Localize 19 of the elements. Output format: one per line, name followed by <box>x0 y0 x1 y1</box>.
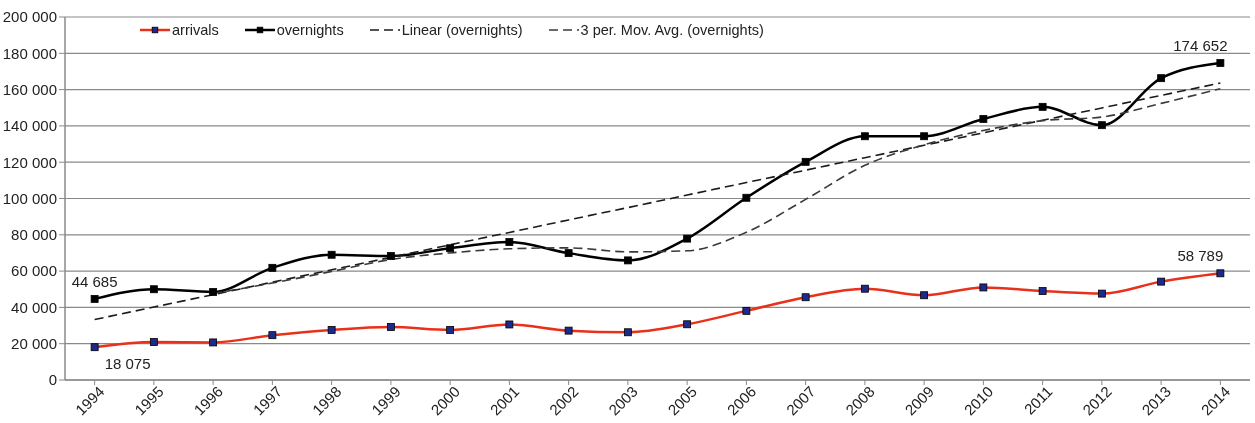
legend-label: 3 per. Mov. Avg. (overnights) <box>580 22 764 38</box>
y-tick-label: 20 000 <box>11 335 57 353</box>
data-label: 44 685 <box>71 272 118 290</box>
y-tick-label: 100 000 <box>2 189 57 207</box>
data-label: 58 789 <box>1177 247 1224 265</box>
legend-label: overnights <box>276 22 344 38</box>
y-tick-label: 140 000 <box>2 117 57 135</box>
y-tick-label: 180 000 <box>2 44 57 62</box>
y-tick-label: 60 000 <box>11 262 57 280</box>
y-tick-label: 0 <box>48 371 57 389</box>
y-tick-label: 200 000 <box>2 8 57 26</box>
y-tick-label: 40 000 <box>11 298 57 316</box>
data-label: 18 075 <box>104 355 151 373</box>
y-tick-label: 160 000 <box>2 80 57 98</box>
legend-label: arrivals <box>172 22 219 38</box>
y-tick-label: 120 000 <box>2 153 57 171</box>
legend-label: Linear (overnights) <box>401 22 523 38</box>
y-tick-label: 80 000 <box>11 226 57 244</box>
data-label: 174 652 <box>1173 37 1228 55</box>
